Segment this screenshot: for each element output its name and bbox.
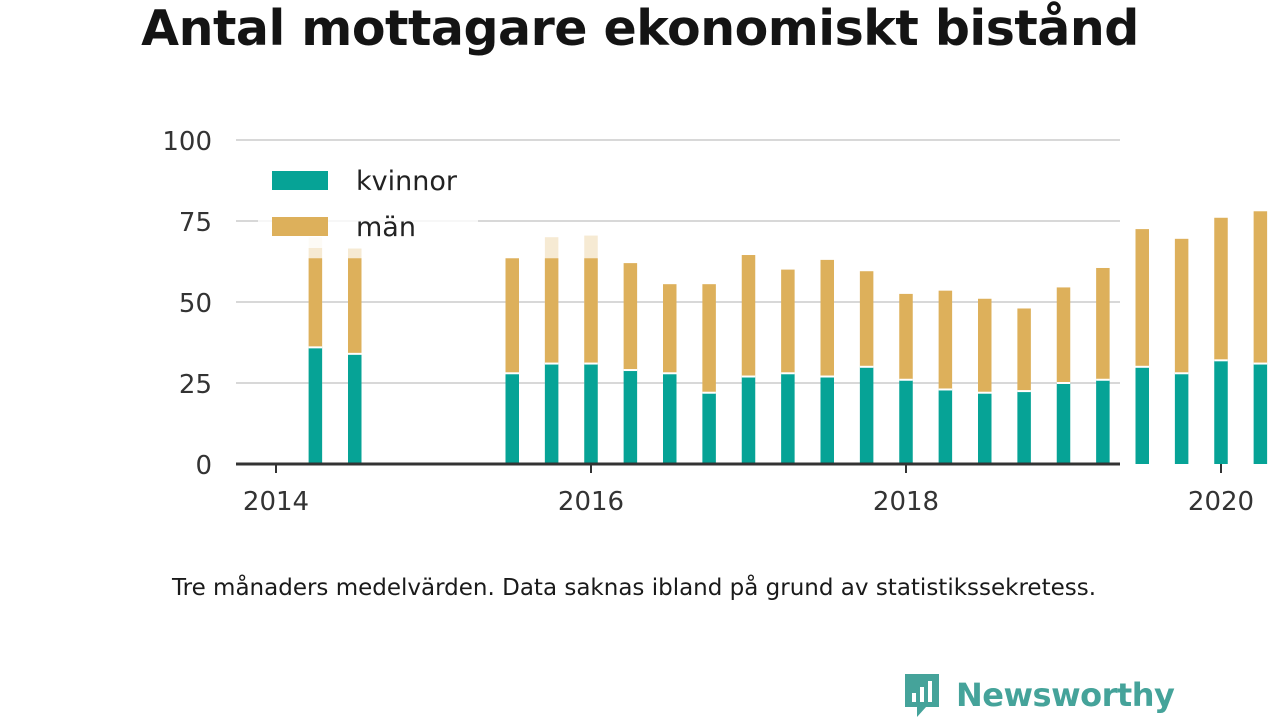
- y-tick-label: 50: [179, 289, 212, 319]
- bar-man: [741, 255, 756, 377]
- bar-man: [623, 263, 638, 371]
- bar-kvinnor: [1056, 383, 1071, 464]
- bar-kvinnor: [859, 366, 874, 464]
- bar-man: [938, 290, 953, 390]
- chart-title: Antal mottagare ekonomiskt bistånd: [141, 0, 1139, 57]
- bar-man: [820, 259, 834, 377]
- y-tick-label: 100: [162, 127, 212, 157]
- legend-swatch-kvinnor: [272, 171, 328, 190]
- bar-man: [978, 298, 992, 393]
- bar-man: [505, 258, 519, 374]
- y-axis: 0 25 50 75 100: [162, 127, 212, 481]
- bar-man: [899, 293, 913, 380]
- bar-kvinnor: [1253, 363, 1268, 464]
- newsworthy-logo-icon: [905, 674, 939, 717]
- bar-kvinnor: [1214, 360, 1228, 464]
- x-tick-label: 2014: [243, 487, 309, 517]
- y-tick-label: 25: [179, 370, 212, 400]
- x-tick-label: 2016: [558, 487, 624, 517]
- bar-kvinnor: [702, 392, 716, 464]
- bar-man: [859, 271, 874, 367]
- bar-man: [781, 269, 795, 374]
- x-tick-label: 2018: [873, 487, 939, 517]
- legend-label-kvinnor: kvinnor: [356, 166, 458, 197]
- y-tick-label: 0: [195, 451, 212, 481]
- bar-man: [1214, 217, 1228, 361]
- y-tick-label: 75: [179, 208, 212, 238]
- x-axis: 201420162018202020222024: [236, 462, 1254, 517]
- bar-man: [1096, 267, 1110, 380]
- bar-man: [1174, 238, 1189, 374]
- bar-kvinnor: [1174, 373, 1189, 464]
- bar-kvinnor: [1096, 379, 1110, 464]
- bar-man: [702, 284, 716, 393]
- bar-kvinnor: [938, 389, 953, 464]
- bar-kvinnor: [623, 370, 638, 464]
- bar-man: [1253, 211, 1268, 364]
- footnote: Tre månaders medelvärden. Data saknas ib…: [171, 575, 1097, 601]
- legend-swatch-man: [272, 217, 328, 236]
- bar-kvinnor: [584, 363, 598, 464]
- bar-man: [544, 258, 559, 364]
- bar-kvinnor: [820, 376, 834, 464]
- bar-kvinnor: [505, 373, 519, 464]
- bar-man: [308, 258, 323, 348]
- legend: kvinnor män: [258, 160, 478, 248]
- bar-man: [1056, 287, 1071, 383]
- bar-kvinnor: [348, 353, 362, 464]
- brand-logo: Newsworthy: [902, 671, 1175, 719]
- x-tick-label: 2020: [1188, 487, 1254, 517]
- bar-kvinnor: [978, 392, 992, 464]
- bar-man: [348, 258, 362, 354]
- bar-kvinnor: [781, 373, 795, 464]
- bars: [308, 211, 1268, 464]
- bar-man: [1135, 229, 1149, 367]
- legend-label-man: män: [356, 212, 416, 243]
- bar-kvinnor: [899, 379, 913, 464]
- bar-kvinnor: [741, 376, 756, 464]
- bar-kvinnor: [1017, 391, 1031, 464]
- bar-man: [663, 284, 677, 374]
- bar-kvinnor: [1135, 366, 1149, 464]
- bar-kvinnor: [308, 347, 323, 464]
- bar-man: [1017, 308, 1031, 392]
- brand-name: Newsworthy: [956, 676, 1175, 714]
- bar-man: [584, 258, 598, 364]
- bar-kvinnor: [544, 363, 559, 464]
- bar-kvinnor: [663, 373, 677, 464]
